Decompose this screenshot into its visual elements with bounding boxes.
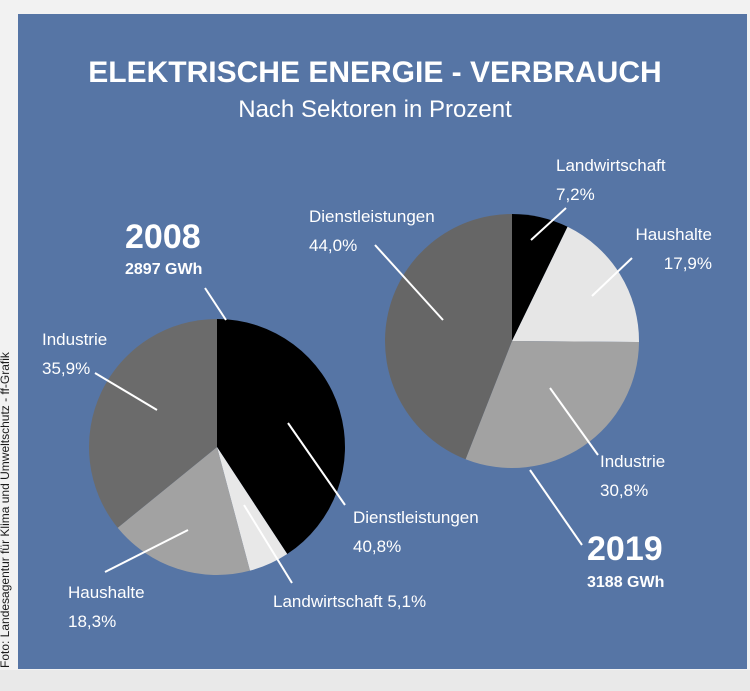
callout-line-2019-landwirtschaft	[530, 207, 567, 241]
label-2019-haushalte-value: 17,9%	[664, 254, 712, 273]
total-2008-label: 2897 GWh	[125, 261, 202, 278]
callout-line-2019-industrie	[549, 387, 599, 456]
label-2019-dienstleistungen-value: 44,0%	[309, 236, 357, 255]
callout-line-2019-haushalte	[591, 257, 633, 297]
label-2019-haushalte-name: Haushalte	[635, 225, 712, 244]
label-2019-industrie-value: 30,8%	[600, 481, 648, 500]
year-2019-label: 2019	[587, 530, 663, 568]
chart-title: ELEKTRISCHE ENERGIE - VERBRAUCH	[88, 56, 661, 89]
callout-line-2008-haushalte	[104, 529, 189, 573]
total-2019-label: 3188 GWh	[587, 574, 664, 591]
label-2019-landwirtschaft-name: Landwirtschaft	[556, 156, 666, 175]
pie-2019	[385, 214, 640, 468]
label-2019-dienstleistungen-name: Dienstleistungen	[309, 207, 435, 226]
label-2008-landwirtschaft: Landwirtschaft 5,1%	[273, 592, 426, 611]
year-2008-label: 2008	[125, 218, 201, 256]
label-2008-industrie-value: 35,9%	[42, 359, 90, 378]
chart-subtitle: Nach Sektoren in Prozent	[238, 96, 512, 123]
pie-slice-2008-dienstleistungen	[217, 319, 345, 555]
label-2019-industrie-name: Industrie	[600, 452, 665, 471]
label-2008-haushalte-value: 18,3%	[68, 612, 116, 631]
callout-line-2008-year	[204, 287, 227, 321]
label-2019-landwirtschaft-value: 7,2%	[556, 185, 595, 204]
label-2008-haushalte-name: Haushalte	[68, 583, 145, 602]
callout-line-2019-year	[529, 469, 583, 546]
pie-slice-2019-haushalte	[512, 226, 640, 342]
callout-line-2008-dienstleistungen	[287, 422, 346, 506]
pie-2008	[88, 319, 345, 576]
pie-slice-2008-industrie	[88, 319, 217, 528]
label-2008-dienstleistungen-name: Dienstleistungen	[353, 508, 479, 527]
label-2008-dienstleistungen-value: 40,8%	[353, 537, 401, 556]
callout-line-2008-landwirtschaft	[243, 504, 293, 584]
callout-line-2019-dienstleistungen	[374, 244, 444, 321]
bottom-strip	[0, 670, 750, 691]
pie-slice-2019-industrie	[465, 341, 639, 468]
callout-line-2008-industrie	[94, 372, 158, 411]
pie-slice-2008-landwirtschaft	[217, 447, 288, 571]
pie-slice-2019-landwirtschaft	[512, 214, 568, 341]
label-2008-industrie-name: Industrie	[42, 330, 107, 349]
pie-slice-2008-haushalte	[117, 447, 250, 576]
pie-slice-2019-dienstleistungen	[385, 214, 512, 460]
